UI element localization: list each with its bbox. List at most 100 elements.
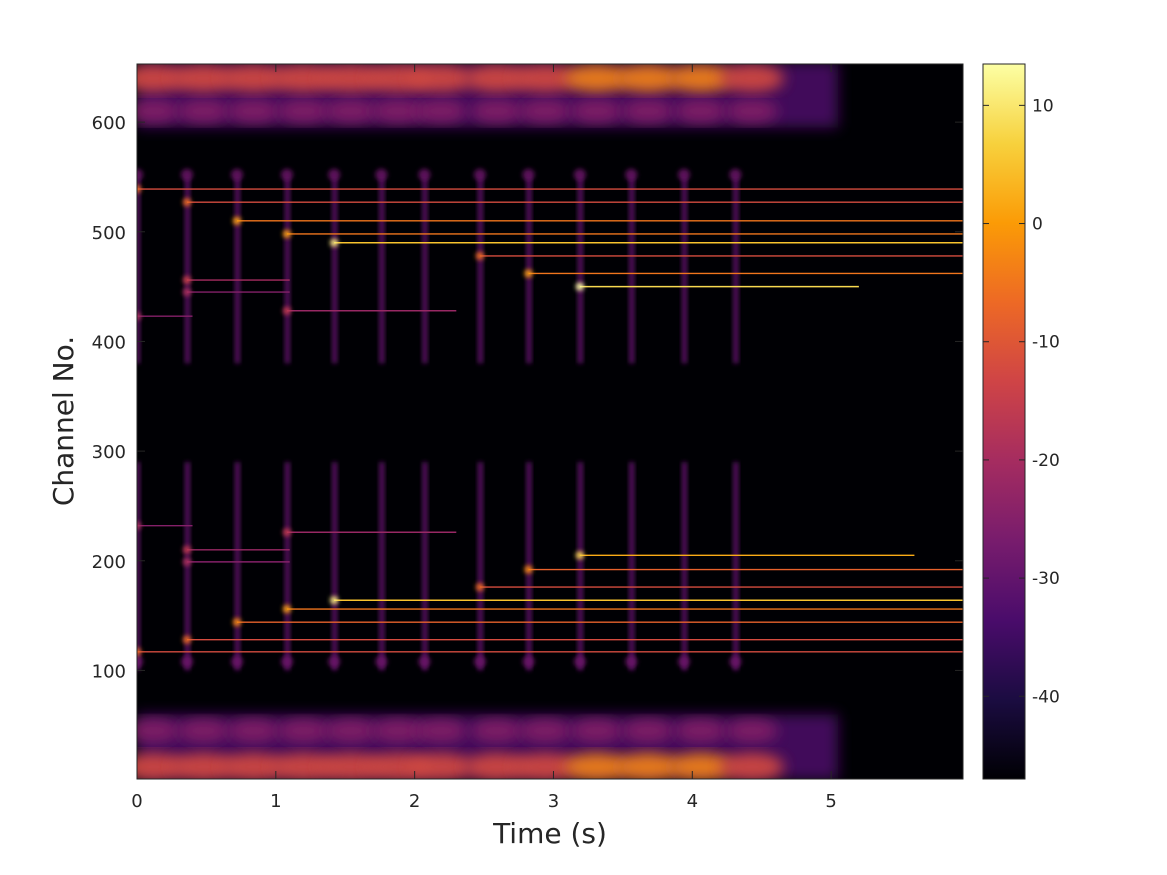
energy-blob (415, 718, 468, 743)
energy-blob (415, 99, 468, 124)
onset-column (379, 462, 385, 671)
onset-spot (573, 168, 586, 181)
onset-column (681, 462, 687, 671)
onset-column (577, 462, 583, 671)
energy-blob (674, 99, 727, 124)
harmonic-onset-peak (182, 545, 191, 554)
energy-blob (324, 718, 377, 743)
energy-blob (615, 64, 680, 93)
y-tick-label: 100 (92, 661, 126, 682)
energy-blob (621, 99, 674, 124)
colorbar-ticks: 10 0 -10 -20 -30 -40 (983, 96, 1060, 707)
energy-blob (615, 752, 680, 779)
onset-spot (418, 655, 431, 668)
x-axis-label: Time (s) (492, 817, 607, 850)
onset-spot (137, 655, 143, 668)
y-axis-ticks: 100 200 300 400 500 600 (92, 113, 963, 682)
colorbar-tick-label: 10 (1032, 96, 1054, 116)
energy-blob (137, 752, 186, 779)
harmonic-onset-peak (232, 216, 241, 225)
harmonic-onset-peak (182, 557, 191, 566)
onset-column (234, 176, 240, 364)
harmonic-onset-peak (282, 306, 291, 315)
energy-blob (725, 99, 778, 124)
onset-spot (522, 655, 535, 668)
harmonic-onset-peak (575, 551, 584, 560)
x-tick-label: 4 (687, 791, 698, 812)
onset-spot (280, 655, 293, 668)
plot-background (137, 64, 963, 779)
harmonic-onset-peak (282, 229, 291, 238)
colorbar-tick-label: -30 (1032, 569, 1060, 589)
energy-blob (371, 99, 424, 124)
harmonic-onset-peak (330, 596, 339, 605)
onset-column (422, 176, 428, 364)
onset-column (379, 176, 385, 364)
onset-column (137, 176, 140, 364)
onset-column (332, 176, 338, 364)
energy-blob (725, 718, 778, 743)
energy-blob (570, 99, 623, 124)
onset-column (733, 462, 739, 671)
energy-blob (621, 718, 674, 743)
energy-blob (171, 752, 236, 779)
energy-blob (513, 752, 578, 779)
energy-blob (409, 752, 474, 779)
colorbar-tick-label: -40 (1032, 687, 1060, 707)
y-axis-label: Channel No. (47, 336, 80, 506)
harmonic-onset-peak (137, 185, 141, 194)
onset-spot (280, 168, 293, 181)
harmonic-onset-peak (475, 251, 484, 260)
onset-column (234, 462, 240, 671)
x-tick-label: 3 (548, 791, 559, 812)
colorbar-tick-label: 0 (1032, 215, 1043, 235)
y-tick-label: 300 (92, 442, 126, 463)
energy-blob (470, 99, 523, 124)
harmonic-onset-peak (475, 583, 484, 592)
x-tick-label: 1 (270, 791, 281, 812)
energy-blob (564, 752, 629, 779)
onset-spot (729, 655, 742, 668)
onset-spot (230, 655, 243, 668)
harmonic-onset-peak (137, 312, 141, 321)
onset-column (629, 462, 635, 671)
harmonic-onset-peak (182, 276, 191, 285)
energy-blob (318, 64, 383, 93)
onset-spot (729, 168, 742, 181)
onset-spot (328, 168, 341, 181)
onset-spot (677, 655, 690, 668)
onset-column (284, 176, 290, 364)
energy-blob (519, 99, 572, 124)
onset-column (137, 462, 140, 671)
energy-blob (409, 64, 474, 93)
onset-spot (180, 655, 193, 668)
harmonic-onset-peak (330, 238, 339, 247)
onset-spot (180, 168, 193, 181)
energy-blob (668, 64, 733, 93)
onset-column (184, 462, 190, 671)
energy-blob (464, 752, 529, 779)
onset-column (477, 176, 483, 364)
harmonic-onset-peak (524, 565, 533, 574)
harmonic-onset-peak (137, 521, 141, 530)
harmonic-onset-peak (575, 282, 584, 291)
onset-spot (375, 168, 388, 181)
onset-spot (375, 655, 388, 668)
energy-blob (570, 718, 623, 743)
y-tick-label: 200 (92, 552, 126, 573)
energy-blob (371, 718, 424, 743)
energy-blob (137, 718, 180, 743)
onset-column (422, 462, 428, 671)
y-tick-label: 500 (92, 223, 126, 244)
harmonic-onset-peak (282, 605, 291, 614)
harmonic-onset-peak (182, 198, 191, 207)
colorbar (983, 64, 1025, 779)
energy-blob (137, 64, 186, 93)
energy-blob (227, 718, 280, 743)
energy-blob (177, 99, 230, 124)
onset-spot (677, 168, 690, 181)
plot-frame (136, 63, 964, 780)
energy-blob (564, 64, 629, 93)
energy-blob (719, 752, 784, 779)
harmonic-onset-peak (137, 647, 141, 656)
